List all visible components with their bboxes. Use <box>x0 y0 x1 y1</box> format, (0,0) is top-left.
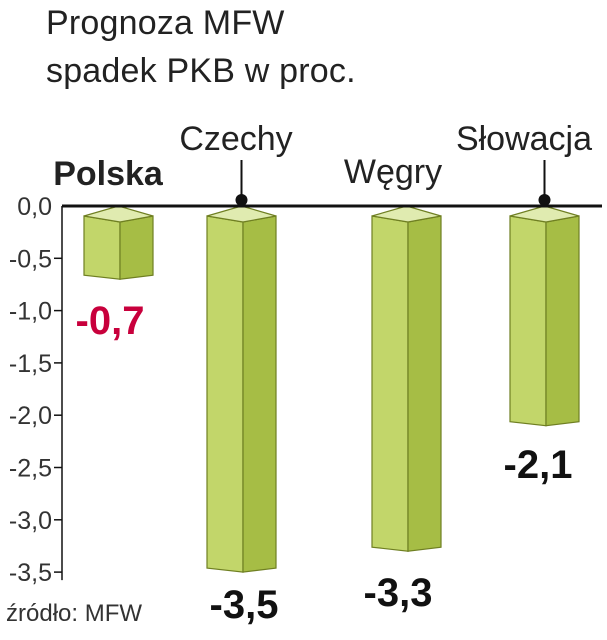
category-label: Węgry <box>344 153 442 191</box>
bar-front-słowacja <box>509 215 547 427</box>
category-label: Polska <box>53 155 164 193</box>
category-label: Czechy <box>179 120 292 158</box>
bar-side-polska <box>119 215 154 280</box>
chart-title-line-2: spadek PKB w proc. <box>46 52 356 90</box>
y-tick-label: -1,0 <box>9 298 52 326</box>
y-tick-label: -1,5 <box>9 350 52 378</box>
bar-front-polska <box>83 215 121 280</box>
chart-title-line-1: Prognoza MFW <box>46 4 285 42</box>
bar-side-słowacja <box>545 215 580 427</box>
value-label: -3,3 <box>364 571 433 615</box>
category-label: Słowacja <box>456 120 592 158</box>
source-note: źródło: MFW <box>6 600 143 627</box>
value-label: -3,5 <box>210 583 279 627</box>
bar-top-czechy <box>206 205 277 223</box>
y-tick-label: -3,5 <box>9 559 52 587</box>
bar-side-węgry <box>407 215 442 552</box>
value-label: -0,7 <box>76 299 145 343</box>
bar-side-czechy <box>242 215 277 573</box>
bar-front-węgry <box>371 215 409 552</box>
y-tick-label: -2,5 <box>9 455 52 483</box>
y-tick-label: 0,0 <box>17 193 52 221</box>
y-tick-label: -0,5 <box>9 245 52 273</box>
y-tick-label: -3,0 <box>9 507 52 535</box>
category-leader-dot <box>235 194 248 206</box>
category-leader-dot <box>538 194 551 206</box>
value-label: -2,1 <box>504 443 573 487</box>
bar-top-polska <box>83 205 154 223</box>
bar-top-słowacja <box>509 205 580 223</box>
bar-top-węgry <box>371 205 442 223</box>
bar-front-czechy <box>206 215 244 573</box>
y-tick-label: -2,0 <box>9 402 52 430</box>
